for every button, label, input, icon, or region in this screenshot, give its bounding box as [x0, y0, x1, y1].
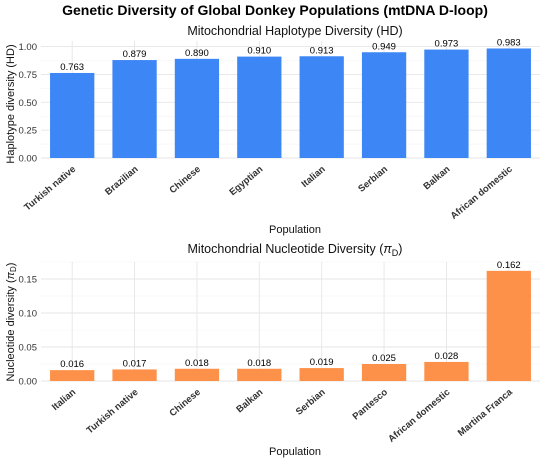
bar [112, 369, 157, 381]
data-label: 0.018 [247, 358, 271, 369]
data-label: 0.949 [372, 41, 396, 52]
data-label: 0.890 [185, 48, 209, 59]
data-label: 0.025 [372, 353, 396, 364]
bar [237, 368, 282, 381]
panel-1-y-ticks: 0.00 0.25 0.50 0.75 1.00 [19, 42, 38, 164]
panel-1-y-axis-title: Haplotype diversity (HD) [5, 44, 17, 163]
bar [174, 58, 220, 159]
panel-1-data-labels: 0.763 0.879 0.890 0.910 0.913 0.949 0.973 0.983 [60, 37, 520, 73]
panel-2-data-labels: 0.016 0.017 0.018 0.018 0.019 0.025 0.028 0.162 [60, 260, 520, 370]
y-tick-label: 0.00 [19, 154, 38, 165]
panel-haplotype-diversity: Mitochondrial Haplotype Diversity (HD) 0… [5, 24, 540, 236]
data-label: 0.028 [435, 351, 459, 362]
panel-1-x-ticks: Turkish native Brazilian Chinese Egyptian It… [22, 164, 514, 222]
data-label: 0.017 [123, 358, 147, 369]
bar [237, 56, 282, 158]
bar [50, 72, 95, 158]
data-label: 0.019 [310, 357, 334, 368]
x-tick-label: Serbian [294, 387, 328, 418]
data-label: 0.910 [247, 46, 271, 57]
x-tick-label: Italian [300, 164, 328, 190]
x-tick-label: Turkish native [22, 164, 78, 213]
x-tick-label: Italian [50, 387, 78, 413]
x-tick-label: Brazilian [103, 164, 141, 198]
bar [424, 361, 469, 381]
panel-2-x-ticks: Italian Turkish native Chinese Balkan Serbia… [50, 386, 515, 444]
panel-nucleotide-diversity: Mitochondrial Nucleotide Diversity (πD) … [5, 242, 540, 458]
figure-title: Genetic Diversity of Global Donkey Popul… [62, 2, 488, 18]
panel-2-bars [50, 270, 531, 381]
data-label: 0.162 [497, 260, 521, 271]
data-label: 0.879 [123, 49, 147, 60]
data-label: 0.913 [310, 45, 334, 56]
panel-2-title: Mitochondrial Nucleotide Diversity (πD) [188, 242, 403, 258]
bar [174, 368, 220, 381]
panel-2-x-axis-title: Population [269, 446, 321, 458]
data-label: 0.973 [435, 39, 459, 50]
x-tick-label: Turkish native [85, 387, 141, 436]
data-label: 0.018 [185, 358, 209, 369]
panel-1-bars [50, 48, 531, 159]
x-tick-label: Pantesco [351, 387, 391, 423]
panel-1-x-axis-title: Population [269, 224, 321, 236]
panel-2-y-ticks: 0.00 0.05 0.10 0.15 [19, 275, 38, 388]
y-tick-label: 0.05 [19, 343, 38, 354]
x-tick-label: Chinese [167, 387, 202, 419]
y-tick-label: 1.00 [19, 42, 38, 53]
y-tick-label: 0.00 [19, 377, 38, 388]
data-label: 0.763 [60, 62, 84, 73]
bar [299, 56, 344, 158]
x-tick-label: African domestic [386, 387, 452, 445]
y-tick-label: 0.75 [19, 70, 38, 81]
bar [112, 60, 157, 158]
y-tick-label: 0.25 [19, 126, 38, 137]
bar [424, 49, 469, 158]
bar [486, 48, 531, 158]
bar [361, 364, 407, 381]
bar [50, 370, 95, 381]
x-tick-label: African domestic [449, 164, 515, 222]
data-label: 0.983 [497, 37, 521, 48]
x-tick-label: Balkan [421, 164, 452, 193]
x-tick-label: Martina Franca [456, 386, 515, 438]
panel-2-y-axis-title: Nucleotide diversity (πD) [5, 263, 18, 382]
bar [361, 52, 407, 158]
y-tick-label: 0.50 [19, 98, 38, 109]
y-tick-label: 0.10 [19, 309, 38, 320]
data-label: 0.016 [60, 359, 84, 370]
x-tick-label: Serbian [356, 164, 390, 195]
x-tick-label: Balkan [234, 387, 265, 416]
bar [299, 368, 344, 381]
y-tick-label: 0.15 [19, 275, 38, 286]
x-tick-label: Chinese [167, 164, 202, 196]
x-tick-label: Egyptian [227, 164, 265, 198]
bar [486, 270, 531, 381]
panel-1-title: Mitochondrial Haplotype Diversity (HD) [187, 24, 402, 38]
